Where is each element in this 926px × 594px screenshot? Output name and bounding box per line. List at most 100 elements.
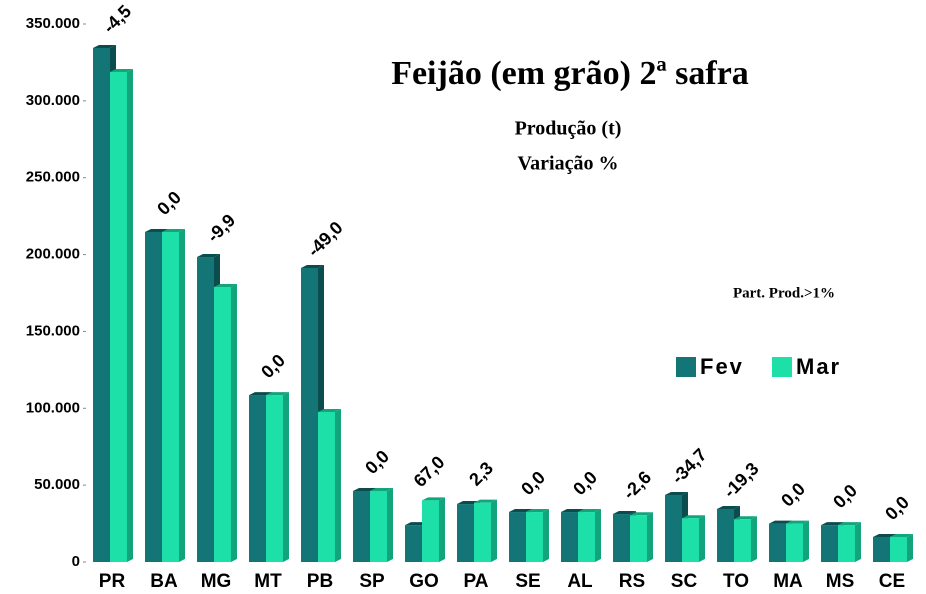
subtitle: Variação % [518,153,619,175]
x-tick-label: SE [515,571,540,592]
variation-label: -19,3 [720,459,763,502]
bar [838,525,855,562]
y-tick-label: 0 [72,553,80,570]
bar-top [301,264,324,268]
bar-top [613,511,636,515]
variation-label: 0,0 [829,480,861,512]
bar-side [647,512,653,562]
bar [578,512,595,562]
bar [561,512,578,562]
bar-side [231,284,237,562]
bar-top [578,509,601,513]
bar [821,525,838,562]
bar [717,508,734,562]
bar [318,411,335,562]
bar-side [491,499,497,562]
variation-label: 0,0 [153,187,185,219]
bar-side [179,228,185,562]
variation-label: 0,0 [777,479,809,511]
bar-top [353,487,376,491]
bar-top [509,509,532,513]
bar-top [665,491,688,495]
bar-top [318,408,341,412]
bar [93,47,110,562]
variation-label: 0,0 [881,492,913,524]
bar-top [821,522,844,526]
bar-side [387,487,393,562]
x-tick-label: MG [201,571,232,592]
bar [353,490,370,562]
variation-label: 0,0 [257,350,289,382]
bar [162,231,179,562]
bar-side [283,392,289,562]
bar-top [561,509,584,513]
x-tick-label: CE [879,571,905,592]
bar [457,504,474,562]
legend-label: Mar [796,354,841,379]
bar-top [93,44,116,48]
x-tick-label: SC [671,571,698,592]
bar-top [266,392,289,396]
variation-label: -4,5 [99,1,135,37]
x-tick-label: PR [99,571,126,592]
x-tick-label: MT [254,571,282,592]
bar [509,512,526,562]
bar [422,500,439,562]
bar-top [890,533,913,537]
bar-top [526,509,549,513]
bar-top [474,499,497,503]
bar [301,267,318,562]
variation-label: -9,9 [203,210,239,246]
bar-top [110,68,133,72]
bar-side [855,522,861,562]
bar-top [769,520,792,524]
bar [214,287,231,562]
variation-label: -49,0 [304,217,347,260]
bar [665,494,682,562]
x-tick-label: PB [307,571,333,592]
bar [370,490,387,562]
x-tick-label: SP [359,571,385,592]
y-tick-label: 300.000 [26,92,80,109]
variation-label: 0,0 [361,446,393,478]
chart-title: Feijão (em grão) 2ª safra [391,55,749,92]
y-tick-label: 100.000 [26,399,80,416]
bar [474,502,491,562]
bar-top [214,284,237,288]
bar [405,525,422,562]
bar-top [145,228,168,232]
bar-top [422,497,445,501]
bar [890,536,907,562]
bar-top [734,516,757,520]
x-tick-label: AL [567,571,593,592]
bar-top [682,515,705,519]
bar-side [699,515,705,562]
variation-label: 0,0 [517,467,549,499]
bar-top [370,487,393,491]
x-tick-label: PA [464,571,489,592]
x-tick-label: MS [826,571,855,592]
bar [110,71,127,562]
x-tick-label: MA [773,571,803,592]
bar-top [838,522,861,526]
bar-side [907,533,913,562]
subtitle: Produção (t) [515,118,622,140]
legend-swatch [772,357,792,377]
bar-top [717,505,740,509]
bar [613,514,630,562]
x-tick-label: BA [150,571,178,592]
bar-top [162,228,185,232]
bar-top [786,520,809,524]
bar [769,523,786,562]
bar [682,518,699,562]
bar [786,523,803,562]
bar-side [543,509,549,562]
legend-label: Fev [700,354,744,379]
y-tick-label: 250.000 [26,169,80,186]
bar-side [803,520,809,562]
bar [526,512,543,562]
bar [266,395,283,562]
bar [630,515,647,562]
y-tick-label: 150.000 [26,322,80,339]
bar [145,231,162,562]
